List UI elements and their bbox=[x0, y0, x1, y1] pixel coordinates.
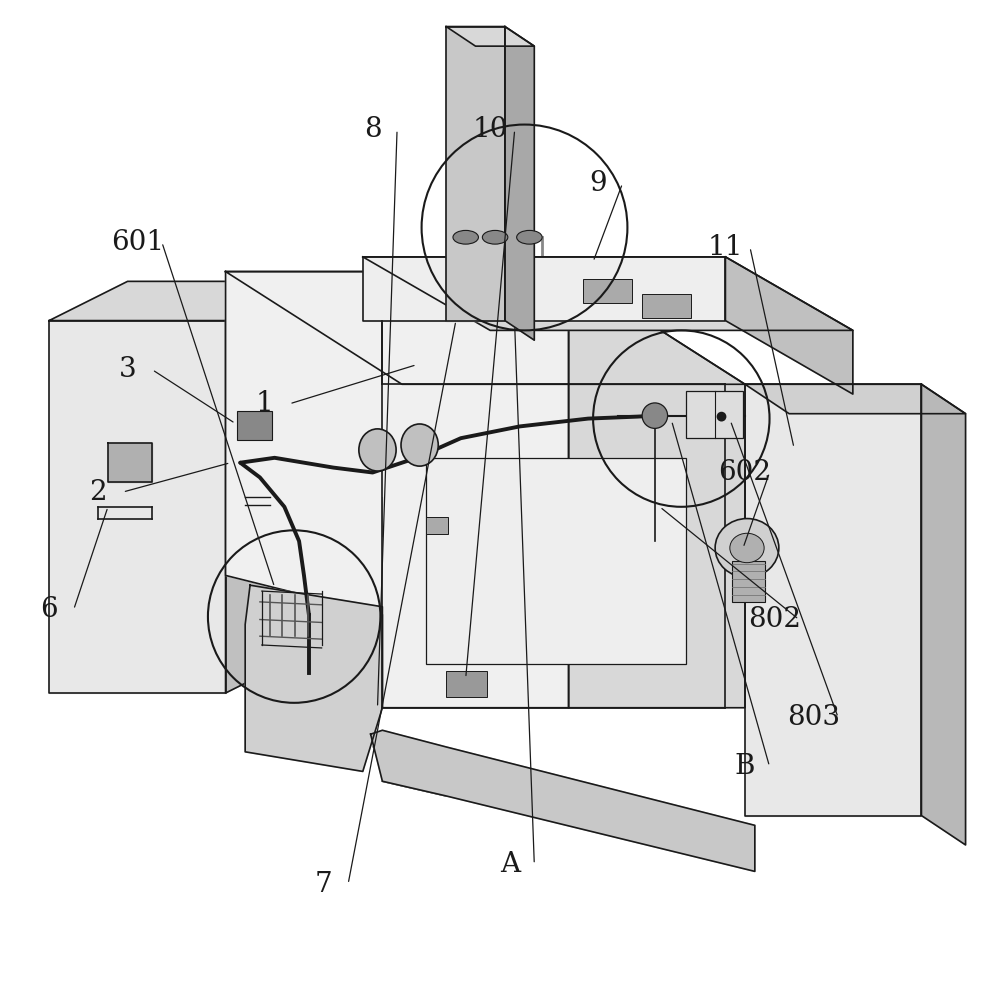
Polygon shape bbox=[363, 256, 853, 330]
Polygon shape bbox=[226, 281, 304, 693]
Ellipse shape bbox=[401, 424, 438, 466]
Text: 1: 1 bbox=[256, 391, 274, 417]
Polygon shape bbox=[745, 385, 966, 414]
Text: 3: 3 bbox=[119, 356, 136, 383]
Text: 10: 10 bbox=[472, 116, 508, 143]
FancyBboxPatch shape bbox=[583, 279, 632, 303]
Polygon shape bbox=[245, 585, 382, 771]
Text: 8: 8 bbox=[364, 116, 381, 143]
FancyBboxPatch shape bbox=[642, 294, 691, 318]
Text: B: B bbox=[735, 753, 755, 780]
Text: A: A bbox=[500, 851, 520, 878]
FancyBboxPatch shape bbox=[237, 411, 272, 440]
FancyBboxPatch shape bbox=[686, 392, 743, 438]
Polygon shape bbox=[446, 27, 505, 321]
Ellipse shape bbox=[482, 231, 508, 245]
Polygon shape bbox=[569, 271, 745, 708]
Ellipse shape bbox=[517, 231, 542, 245]
Circle shape bbox=[642, 403, 668, 428]
Polygon shape bbox=[49, 281, 304, 321]
FancyBboxPatch shape bbox=[426, 517, 448, 534]
Polygon shape bbox=[446, 27, 534, 46]
Ellipse shape bbox=[453, 231, 478, 245]
Text: 11: 11 bbox=[708, 234, 743, 260]
Polygon shape bbox=[226, 271, 569, 708]
Polygon shape bbox=[108, 443, 152, 482]
Ellipse shape bbox=[715, 519, 779, 578]
FancyBboxPatch shape bbox=[426, 458, 686, 664]
Text: 2: 2 bbox=[89, 478, 107, 506]
Polygon shape bbox=[725, 256, 853, 394]
Text: 601: 601 bbox=[111, 229, 164, 255]
Ellipse shape bbox=[359, 428, 396, 471]
FancyBboxPatch shape bbox=[446, 672, 487, 697]
Polygon shape bbox=[363, 256, 725, 321]
Polygon shape bbox=[921, 385, 966, 845]
Text: 7: 7 bbox=[315, 871, 332, 898]
Circle shape bbox=[717, 412, 726, 421]
Text: 803: 803 bbox=[787, 704, 840, 731]
Text: 802: 802 bbox=[748, 606, 801, 633]
Polygon shape bbox=[505, 27, 534, 340]
Text: 9: 9 bbox=[589, 170, 607, 197]
Polygon shape bbox=[226, 271, 745, 385]
Polygon shape bbox=[745, 385, 921, 815]
Polygon shape bbox=[371, 731, 755, 872]
FancyBboxPatch shape bbox=[732, 561, 765, 602]
Text: 6: 6 bbox=[40, 596, 58, 623]
Text: 602: 602 bbox=[719, 459, 772, 486]
Polygon shape bbox=[49, 321, 226, 693]
Ellipse shape bbox=[730, 533, 764, 563]
